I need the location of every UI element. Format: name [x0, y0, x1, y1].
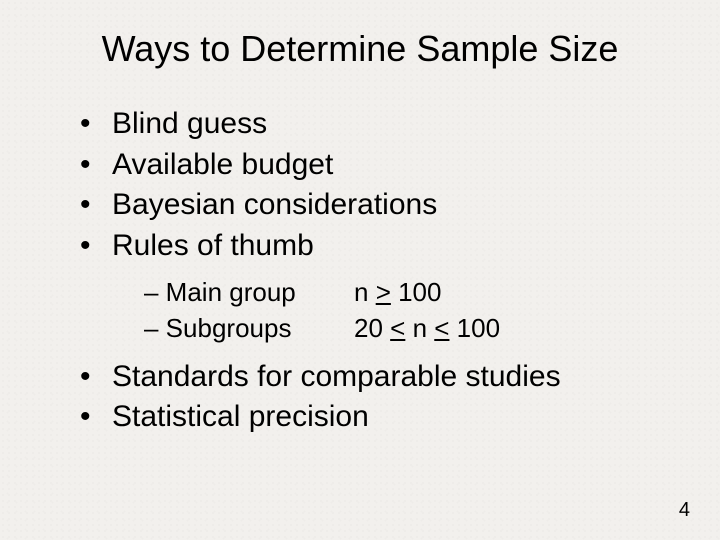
- bullet-dot: •: [80, 185, 112, 226]
- sub-label: – Subgroups: [144, 310, 354, 346]
- slide-title: Ways to Determine Sample Size: [48, 28, 672, 70]
- bullet-dot: •: [80, 145, 112, 186]
- sub-label: – Main group: [144, 274, 354, 310]
- sub-item: – Subgroups 20 < n < 100: [144, 310, 672, 346]
- bullet-text: Standards for comparable studies: [112, 357, 561, 398]
- bullet-item: • Standards for comparable studies: [80, 357, 672, 398]
- sub-part: 20: [354, 313, 390, 343]
- bullet-text: Rules of thumb: [112, 226, 314, 267]
- sub-part: 100: [449, 313, 500, 343]
- sub-op: >: [376, 277, 391, 307]
- bullet-item: • Available budget: [80, 145, 672, 186]
- sub-value: n > 100: [354, 274, 672, 310]
- bullet-text: Available budget: [112, 145, 333, 186]
- sub-value: 20 < n < 100: [354, 310, 672, 346]
- sub-part: 100: [391, 277, 442, 307]
- bullet-item: • Blind guess: [80, 104, 672, 145]
- content-block: • Blind guess • Available budget • Bayes…: [80, 104, 672, 438]
- sub-part: n: [405, 313, 434, 343]
- bullet-dot: •: [80, 397, 112, 438]
- bullet-text: Statistical precision: [112, 397, 369, 438]
- bullet-item: • Bayesian considerations: [80, 185, 672, 226]
- sub-op: <: [390, 313, 405, 343]
- bullet-item: • Rules of thumb: [80, 226, 672, 267]
- sub-op: <: [434, 313, 449, 343]
- bullet-item: • Statistical precision: [80, 397, 672, 438]
- bullet-dot: •: [80, 104, 112, 145]
- slide-root: Ways to Determine Sample Size • Blind gu…: [0, 0, 720, 540]
- page-number: 4: [679, 499, 690, 522]
- bullet-text: Bayesian considerations: [112, 185, 437, 226]
- bullet-dot: •: [80, 357, 112, 398]
- sub-part: n: [354, 277, 376, 307]
- sub-item: – Main group n > 100: [144, 274, 672, 310]
- sub-block: – Main group n > 100 – Subgroups 20 < n …: [144, 274, 672, 347]
- bullet-text: Blind guess: [112, 104, 267, 145]
- bullet-dot: •: [80, 226, 112, 267]
